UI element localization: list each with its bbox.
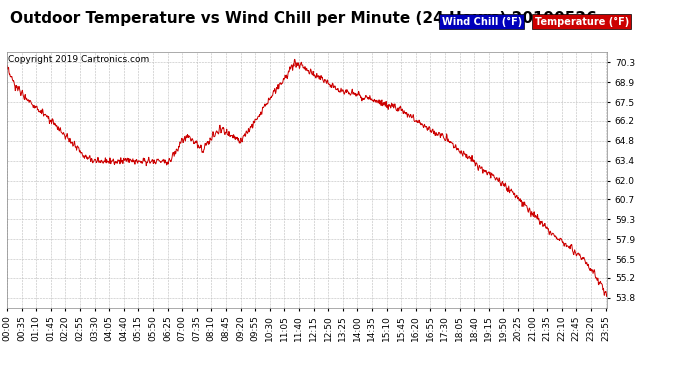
Text: Wind Chill (°F): Wind Chill (°F) [442, 17, 522, 27]
Text: Outdoor Temperature vs Wind Chill per Minute (24 Hours) 20190526: Outdoor Temperature vs Wind Chill per Mi… [10, 11, 597, 26]
Text: Copyright 2019 Cartronics.com: Copyright 2019 Cartronics.com [8, 55, 149, 64]
Text: Temperature (°F): Temperature (°F) [535, 17, 629, 27]
